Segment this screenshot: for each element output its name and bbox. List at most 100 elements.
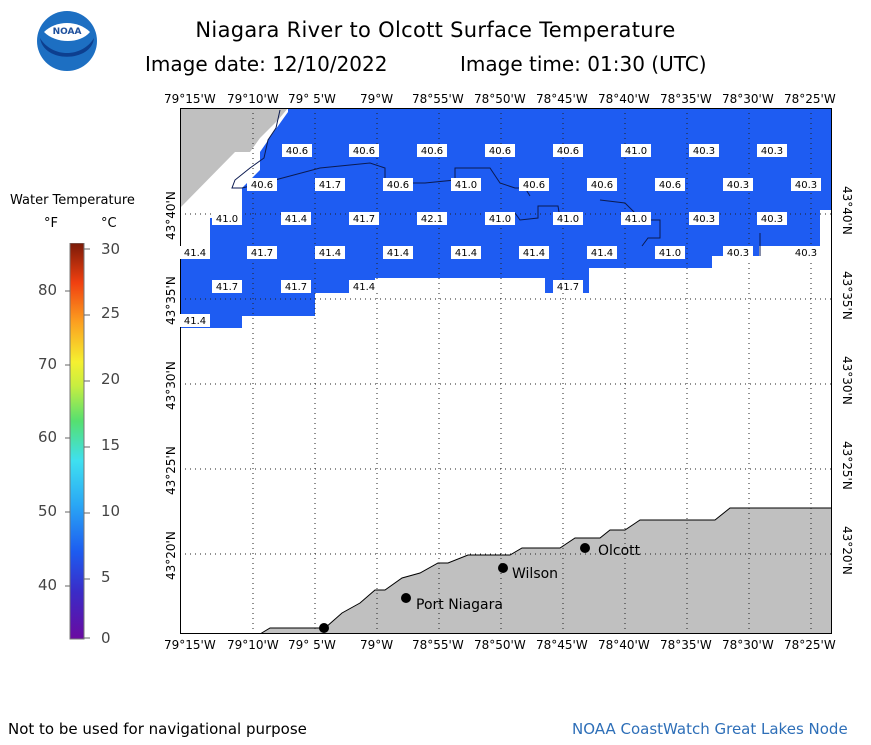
temp-value: 41.7 [285,282,307,293]
lon-label-bottom: 78°40'W [598,638,650,652]
legend-title: Water Temperature [10,193,135,208]
lat-label-left: 43°40'N [164,191,178,240]
lon-label-bottom: 78°35'W [660,638,712,652]
disclaimer: Not to be used for navigational purpose [8,720,307,738]
temp-value: 41.7 [216,282,238,293]
temp-label: 40.6 [655,178,685,191]
noaa-logo-text: NOAA [53,27,82,37]
temp-value: 41.4 [184,316,206,327]
temp-value: 41.4 [353,282,375,293]
temp-label: 41.4 [519,246,549,259]
port-niagara-label: Port Niagara [416,597,503,613]
lon-label-bottom: 78°50'W [474,638,526,652]
temp-value: 40.3 [795,180,817,191]
temp-value: 41.4 [591,248,613,259]
temp-label: 41.4 [180,314,210,327]
legend-c-tick: 25 [101,304,121,322]
lon-label-top: 79° 5'W [288,92,336,106]
temp-value: 41.4 [387,248,409,259]
temp-value: 40.3 [693,214,715,225]
temp-label: 40.3 [723,246,753,259]
temp-value: 40.6 [557,146,579,157]
temp-label: 41.0 [621,212,651,225]
olcott-marker [580,543,590,553]
temp-value: 41.0 [659,248,681,259]
temp-value: 40.3 [693,146,715,157]
temp-label: 41.7 [553,280,583,293]
lon-label-bottom: 78°55'W [412,638,464,652]
lon-label-top: 78°40'W [598,92,650,106]
temp-label: 40.6 [519,178,549,191]
temp-label: 41.4 [587,246,617,259]
temp-value: 40.6 [286,146,308,157]
temp-label: 41.7 [315,178,345,191]
canada-land [180,108,288,208]
temp-value: 41.4 [455,248,477,259]
image-time: Image time: 01:30 (UTC) [460,52,707,76]
temp-value: 40.3 [761,214,783,225]
temp-label: 41.0 [655,246,685,259]
legend-c-tick: 20 [101,370,121,388]
temp-label: 40.6 [282,144,312,157]
legend-c-tick: 30 [101,240,121,258]
temp-value: 40.3 [727,180,749,191]
temp-value: 41.4 [319,248,341,259]
port-niagara-marker [401,593,411,603]
map-title: Niagara River to Olcott Surface Temperat… [195,18,676,42]
towns: Olcott Wilson Port Niagara [319,543,641,633]
wilson-label: Wilson [512,566,558,582]
lon-label-bottom: 79°10'W [227,638,279,652]
temp-label: 41.0 [485,212,515,225]
lat-label-left: 43°30'N [164,361,178,410]
temp-label: 40.3 [791,246,821,259]
temp-value: 41.7 [251,248,273,259]
temp-label: 40.3 [689,144,719,157]
temp-value: 40.6 [659,180,681,191]
legend-f-tick: 70 [38,355,58,373]
noaa-logo: NOAA [37,11,97,71]
temp-label: 41.7 [281,280,311,293]
image-date-label: Image date: [145,52,266,76]
lat-label-right: 43°25'N [840,441,854,490]
temp-label: 41.0 [451,178,481,191]
legend-f-tick: 40 [38,576,58,594]
temp-value: 41.0 [625,146,647,157]
lat-label-right: 43°40'N [840,186,854,235]
temp-value: 41.7 [353,214,375,225]
map-frame [180,108,832,634]
temp-label: 41.7 [349,212,379,225]
temp-label: 40.6 [485,144,515,157]
lon-label-bottom: 78°45'W [536,638,588,652]
temp-value: 40.6 [353,146,375,157]
temp-label: 40.3 [723,178,753,191]
temp-value: 40.3 [761,146,783,157]
legend-f-tick: 50 [38,502,58,520]
temp-value: 42.1 [421,214,443,225]
temp-label: 41.4 [315,246,345,259]
lon-label-top: 78°35'W [660,92,712,106]
temp-label: 41.0 [553,212,583,225]
temp-value: 41.0 [489,214,511,225]
temp-value: 41.4 [184,248,206,259]
wilson-marker [498,563,508,573]
lon-label-bottom: 79°15'W [164,638,216,652]
temp-value: 40.6 [251,180,273,191]
temp-label: 40.6 [587,178,617,191]
image-date: Image date: 12/10/2022 [145,52,387,76]
temp-label: 40.3 [791,178,821,191]
temp-value: 41.0 [625,214,647,225]
olcott-label: Olcott [598,543,641,559]
temp-value: 40.6 [421,146,443,157]
temp-label: 41.4 [180,246,210,259]
legend-c-tick: 10 [101,502,121,520]
temp-label: 41.4 [349,280,379,293]
temp-label: 40.3 [757,212,787,225]
image-date-value: 12/10/2022 [272,52,388,76]
lat-label-right: 43°35'N [840,271,854,320]
legend-c-tick: 15 [101,436,121,454]
lon-label-top: 79°10'W [227,92,279,106]
temp-label: 40.6 [247,178,277,191]
lat-label-right: 43°20'N [840,526,854,575]
isotherm-lines [231,109,761,256]
lat-label-left: 43°25'N [164,446,178,495]
